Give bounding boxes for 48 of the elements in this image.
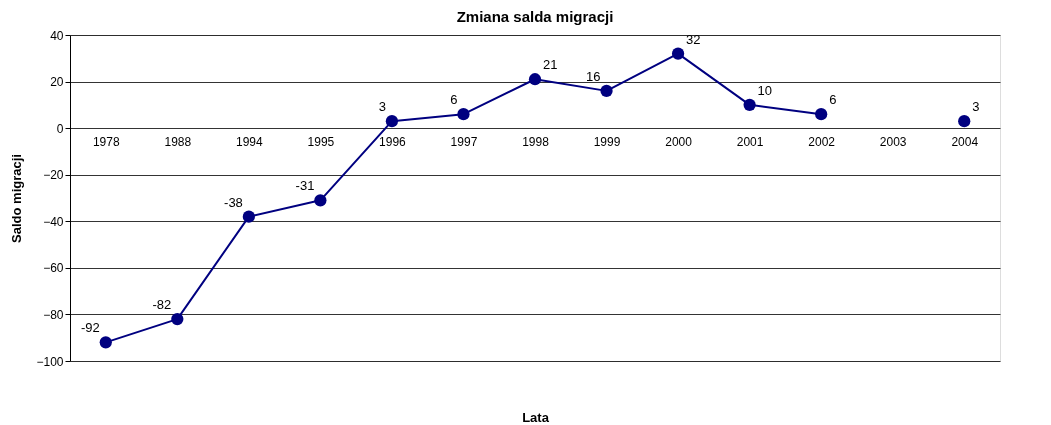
data-label: 32 (686, 31, 701, 47)
x-tick-label: 1998 (522, 134, 550, 149)
x-tick-label: 1994 (235, 134, 264, 149)
point (815, 108, 828, 121)
data-label: 6 (450, 92, 458, 108)
y-tick-label: −20 (43, 168, 64, 183)
data-label: 10 (757, 82, 773, 98)
y-axis-title: Saldo migracji (9, 154, 25, 243)
y-tick-label: 20 (50, 75, 64, 90)
point (600, 84, 613, 97)
x-tick-label: 2002 (808, 134, 836, 149)
x-tick-label: 2000 (665, 134, 693, 149)
data-label: 16 (586, 68, 601, 84)
point (314, 194, 327, 207)
point (385, 115, 399, 128)
point (457, 108, 470, 121)
point (743, 98, 756, 111)
data-label: -92 (80, 320, 100, 336)
x-tick-label: 2004 (951, 134, 979, 149)
y-tick-label: 0 (56, 121, 64, 136)
data-label: 3 (378, 99, 386, 115)
x-tick-label: 2001 (736, 134, 764, 149)
x-tick-label: 2003 (879, 134, 907, 149)
x-axis-title: Lata (522, 409, 550, 425)
chart-title: Zmiana salda migracji (456, 8, 614, 25)
data-label: 21 (543, 57, 558, 73)
point (671, 47, 685, 60)
point (242, 210, 255, 223)
x-tick-label: 1996 (379, 134, 407, 149)
y-tick-label: 40 (50, 28, 64, 43)
x-tick-label: 1997 (450, 134, 478, 149)
x-tick-label: 1995 (307, 134, 335, 149)
data-label: 3 (972, 99, 980, 115)
data-label: -38 (224, 194, 243, 210)
x-tick-label: 1988 (164, 134, 192, 149)
point (171, 312, 184, 326)
data-label: 6 (829, 92, 837, 108)
point (528, 73, 542, 86)
data-label: -82 (152, 297, 172, 313)
point (99, 336, 112, 349)
y-tick-label: −40 (43, 214, 64, 229)
x-tick-label: 1978 (92, 134, 120, 149)
y-tick-label: −100 (36, 354, 64, 369)
x-tick-label: 1999 (593, 134, 621, 149)
point (958, 115, 971, 128)
data-label: -31 (295, 178, 315, 194)
y-tick-label: −60 (43, 261, 64, 276)
y-tick-label: −80 (43, 307, 64, 322)
